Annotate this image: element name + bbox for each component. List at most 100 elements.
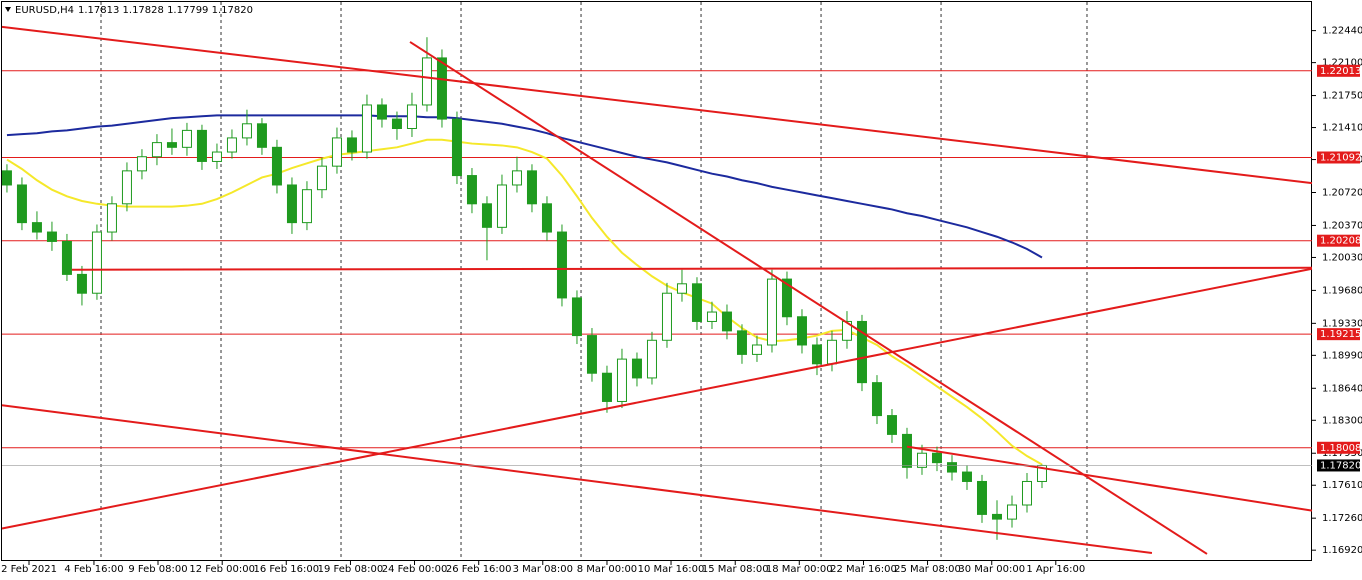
candle-body xyxy=(256,123,267,148)
candle-body xyxy=(601,372,612,402)
level-label: 1.21092 xyxy=(1320,152,1361,163)
x-tick-label: 25 Mar 08:00 xyxy=(894,564,961,575)
candle-body xyxy=(931,452,942,464)
candle-body xyxy=(271,146,282,186)
y-tick-label: 1.21750 xyxy=(1322,91,1362,102)
candle-body xyxy=(16,184,27,224)
candle-body xyxy=(136,156,147,172)
candle-body xyxy=(436,57,447,120)
candle-body xyxy=(496,184,507,228)
candle-body xyxy=(466,175,477,205)
candle-body xyxy=(376,104,387,120)
y-tick-label: 1.22100 xyxy=(1322,58,1362,69)
candle-body xyxy=(1021,480,1032,506)
candle-body xyxy=(856,320,867,384)
x-tick-label: 8 Mar 00:00 xyxy=(577,564,637,575)
candle-body xyxy=(106,203,117,233)
candle-body xyxy=(736,330,747,355)
candle-body xyxy=(886,415,897,435)
candle-body xyxy=(31,222,42,233)
candle-body xyxy=(781,278,792,318)
x-tick-label: 18 Mar 00:00 xyxy=(766,564,833,575)
y-tick-label: 1.16920 xyxy=(1322,545,1362,556)
x-tick-label: 16 Feb 16:00 xyxy=(253,564,319,575)
level-label: 1.20208 xyxy=(1320,236,1361,247)
level-label-box xyxy=(1317,441,1360,454)
y-tick-label: 1.22440 xyxy=(1322,26,1362,37)
moving-average xyxy=(6,114,1043,259)
x-tick-label: 10 Mar 16:00 xyxy=(638,564,705,575)
candle-body xyxy=(961,471,972,482)
candle-body xyxy=(1006,504,1017,520)
level-label-box xyxy=(1317,151,1360,164)
candle-body xyxy=(991,513,1002,520)
candle-body xyxy=(241,123,252,139)
current-price-label: 1.17820 xyxy=(1320,460,1361,471)
x-tick-label: 26 Feb 16:00 xyxy=(446,564,512,575)
moving-average xyxy=(6,138,1043,466)
candle-body xyxy=(451,118,462,177)
candle-body xyxy=(361,104,372,153)
trendline xyxy=(409,41,1208,555)
candle-body xyxy=(286,184,297,224)
candle-body xyxy=(676,283,687,294)
candle-body xyxy=(631,358,642,379)
candle-body xyxy=(586,335,597,374)
candle-body xyxy=(556,231,567,299)
level-label: 1.19215 xyxy=(1320,329,1361,340)
candle-body xyxy=(316,165,327,191)
x-tick-label: 3 Mar 08:00 xyxy=(513,564,573,575)
candle-body xyxy=(706,311,717,322)
level-label: 1.22013 xyxy=(1320,66,1361,77)
y-tick-label: 1.18640 xyxy=(1322,383,1362,394)
x-tick-label: 12 Feb 00:00 xyxy=(189,564,255,575)
candle-body xyxy=(151,142,162,158)
candle-body xyxy=(751,344,762,355)
candle-body xyxy=(181,129,192,148)
y-tick-label: 1.18990 xyxy=(1322,350,1362,361)
candle-body xyxy=(661,292,672,341)
menu-icon[interactable] xyxy=(5,7,11,12)
level-label-box xyxy=(1317,328,1360,341)
candle-body xyxy=(1,170,12,186)
x-tick-label: 2 Feb 2021 xyxy=(1,564,57,575)
y-tick-label: 1.17610 xyxy=(1322,480,1362,491)
x-tick-label: 15 Mar 08:00 xyxy=(702,564,769,575)
candle-body xyxy=(841,320,852,341)
y-tick-label: 1.20030 xyxy=(1322,252,1362,263)
candle-body xyxy=(91,231,102,294)
candle-body xyxy=(166,142,177,148)
candle-body xyxy=(826,339,837,365)
x-tick-label: 9 Feb 08:00 xyxy=(128,564,187,575)
candle-body xyxy=(541,203,552,233)
trendline xyxy=(906,445,1313,512)
candle-body xyxy=(901,433,912,468)
level-label-box xyxy=(1317,234,1360,247)
candle-body xyxy=(346,137,357,153)
y-tick-label: 1.20720 xyxy=(1322,188,1362,199)
x-tick-label: 19 Feb 08:00 xyxy=(318,564,384,575)
candle-body xyxy=(211,151,222,162)
trendline xyxy=(1,267,1313,530)
y-tick-label: 1.18300 xyxy=(1322,415,1362,426)
x-tick-label: 1 Apr 16:00 xyxy=(1026,564,1085,575)
candle-body xyxy=(571,297,582,337)
trendline xyxy=(71,266,1313,271)
level-label-box xyxy=(1317,64,1360,77)
y-tick-label: 1.20370 xyxy=(1322,220,1362,231)
candle-body xyxy=(646,339,657,379)
candle-body xyxy=(811,344,822,365)
trendline xyxy=(1,404,1153,554)
candle-body xyxy=(721,311,732,332)
candle-body xyxy=(391,118,402,130)
candle-body xyxy=(301,189,312,224)
candle-body xyxy=(526,170,537,205)
candle-body xyxy=(916,452,927,468)
x-tick-label: 30 Mar 00:00 xyxy=(958,564,1025,575)
plot-frame xyxy=(1,1,1312,561)
candle-body xyxy=(61,240,72,275)
candle-body xyxy=(226,137,237,153)
x-tick-label: 4 Feb 16:00 xyxy=(64,564,123,575)
candle-body xyxy=(766,278,777,346)
